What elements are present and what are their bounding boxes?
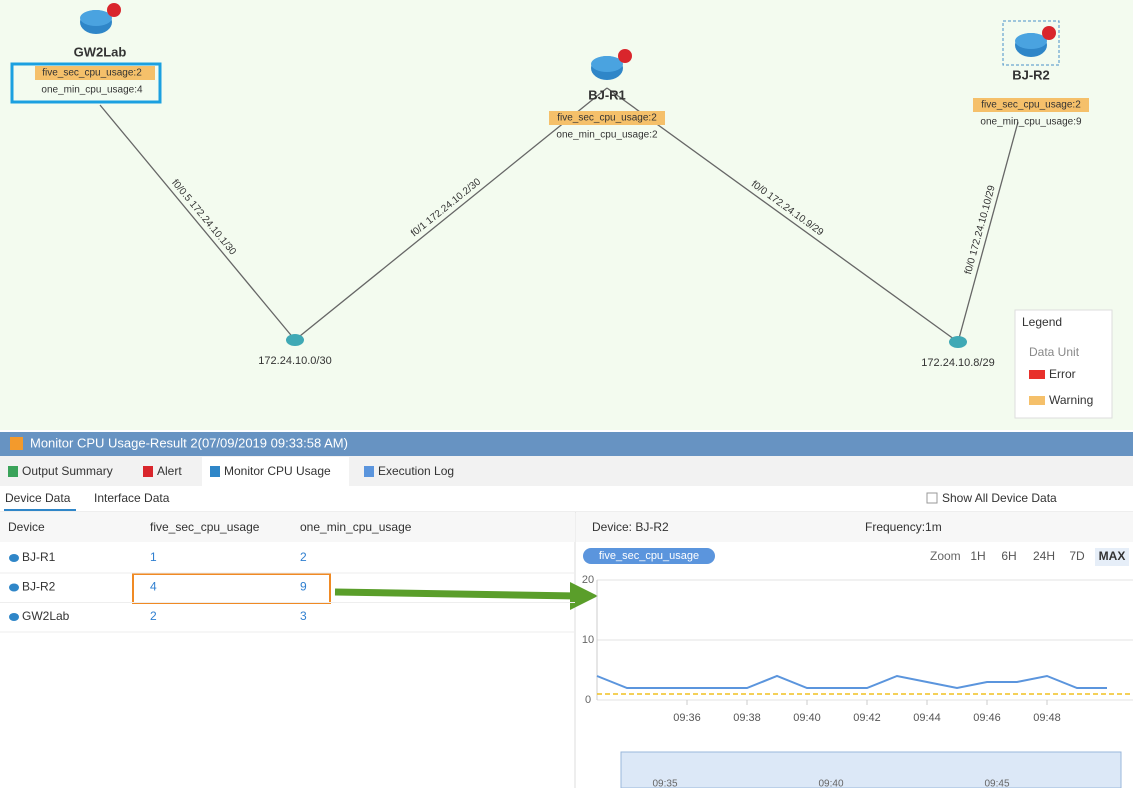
device-name: GW2Lab <box>22 609 70 623</box>
tab-icon <box>364 466 374 477</box>
device-name: BJ-R1 <box>22 550 56 564</box>
zoom-option[interactable]: MAX <box>1099 549 1126 563</box>
detail-device: Device: BJ-R2 <box>592 520 669 534</box>
x-tick-label: 09:40 <box>793 712 821 724</box>
zoom-option[interactable]: 1H <box>970 549 985 563</box>
x-tick-label: 09:48 <box>1033 712 1061 724</box>
series-pill <box>583 548 715 564</box>
link <box>294 87 608 341</box>
tab-bar <box>0 456 1133 486</box>
x-tick-label: 09:38 <box>733 712 761 724</box>
navigator-label: 09:35 <box>652 779 677 788</box>
node-metric: five_sec_cpu_usage:2 <box>557 113 657 124</box>
node-name: GW2Lab <box>74 44 127 59</box>
cell-value[interactable]: 3 <box>300 609 307 623</box>
link <box>99 104 296 341</box>
legend-title: Legend <box>1022 315 1062 329</box>
highlight-box <box>10 62 162 104</box>
navigator-label: 09:40 <box>818 779 843 788</box>
alert-badge <box>1042 26 1056 40</box>
device-icon <box>9 613 19 621</box>
arrow <box>334 588 579 600</box>
subtab[interactable]: Interface Data <box>94 491 170 505</box>
cell-value[interactable]: 4 <box>150 580 157 594</box>
table-header: one_min_cpu_usage <box>300 520 412 534</box>
cell-value[interactable]: 1 <box>150 550 157 564</box>
zoom-active <box>1095 548 1129 566</box>
table-header: five_sec_cpu_usage <box>150 520 260 534</box>
zoom-option[interactable]: 24H <box>1033 549 1055 563</box>
router-icon-top <box>591 56 623 72</box>
subnet-label: 172.24.10.8/29 <box>921 357 994 369</box>
cell-value[interactable]: 9 <box>300 580 307 594</box>
metric-highlight <box>35 66 155 80</box>
x-tick-label: 09:42 <box>853 712 881 724</box>
device-icon <box>9 583 19 592</box>
subnet-icon <box>286 334 304 346</box>
x-tick-label: 09:36 <box>673 712 701 724</box>
x-tick-label: 09:46 <box>973 712 1001 724</box>
tab[interactable]: Alert <box>157 464 182 478</box>
legend-swatch <box>1029 370 1045 379</box>
navigator <box>620 751 1122 788</box>
alert-badge <box>618 49 632 63</box>
link <box>606 87 959 343</box>
tab[interactable]: Monitor CPU Usage <box>224 464 331 478</box>
checkbox[interactable] <box>926 492 938 504</box>
legend-subtitle: Data Unit <box>1029 345 1080 359</box>
panel-header <box>0 432 1133 456</box>
panel-title: Monitor CPU Usage-Result 2(07/09/2019 09… <box>30 435 348 450</box>
subnet-icon <box>949 336 967 348</box>
tab[interactable]: Output Summary <box>22 464 113 478</box>
device-icon <box>9 554 19 562</box>
x-tick-label: 09:44 <box>913 712 941 724</box>
tab-icon <box>210 466 220 477</box>
legend-swatch <box>1029 396 1045 405</box>
tab[interactable]: Execution Log <box>378 464 454 478</box>
metric-highlight <box>973 98 1089 112</box>
tab-icon <box>143 466 153 477</box>
node-name: BJ-R2 <box>1012 67 1050 82</box>
zoom-option[interactable]: 7D <box>1069 549 1085 563</box>
table-header-bg <box>0 512 575 542</box>
tab-active <box>202 457 349 486</box>
y-tick-label: 0 <box>585 694 591 706</box>
node-metric: one_min_cpu_usage:4 <box>41 85 143 96</box>
tab-icon <box>8 466 18 477</box>
show-all-label[interactable]: Show All Device Data <box>942 491 1057 505</box>
node-metric: five_sec_cpu_usage:2 <box>981 100 1081 111</box>
alert-badge <box>107 3 121 17</box>
table-header: Device <box>8 520 45 534</box>
link <box>957 121 1019 343</box>
subtab[interactable]: Device Data <box>5 491 71 505</box>
arrow-head <box>570 582 598 610</box>
router-icon-top <box>1015 33 1047 49</box>
zoom-option[interactable]: 6H <box>1001 549 1016 563</box>
node-metric: five_sec_cpu_usage:2 <box>42 68 142 79</box>
detail-frequency: Frequency:1m <box>865 520 942 534</box>
selection-box <box>1002 20 1060 66</box>
node-metric: one_min_cpu_usage:2 <box>556 130 658 141</box>
cell-value[interactable]: 2 <box>150 609 157 623</box>
legend-label: Error <box>1049 367 1076 381</box>
node-name: BJ-R1 <box>588 87 626 102</box>
router-icon-top <box>80 10 112 26</box>
metric-highlight <box>549 111 665 125</box>
zoom-label: Zoom <box>930 549 961 563</box>
y-tick-label: 10 <box>582 634 594 646</box>
subnet-label: 172.24.10.0/30 <box>258 355 331 367</box>
panel-icon <box>10 437 23 450</box>
detail-header-bg <box>576 512 1133 542</box>
series-line <box>596 674 1107 690</box>
device-name: BJ-R2 <box>22 580 56 594</box>
legend-label: Warning <box>1049 393 1093 407</box>
node-metric: one_min_cpu_usage:9 <box>980 117 1082 128</box>
series-name: five_sec_cpu_usage <box>599 550 699 562</box>
cell-value[interactable]: 2 <box>300 550 307 564</box>
map-background <box>0 0 1133 430</box>
y-tick-label: 20 <box>582 574 594 586</box>
navigator-label: 09:45 <box>984 779 1009 788</box>
